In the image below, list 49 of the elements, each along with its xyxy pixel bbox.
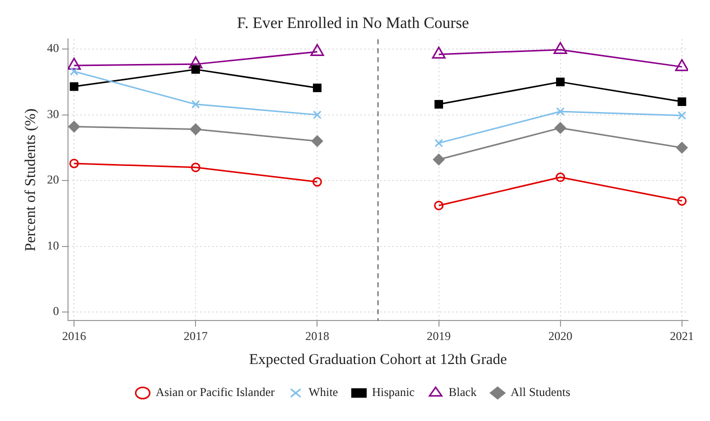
point [432, 46, 446, 59]
point [311, 135, 323, 147]
point [434, 100, 444, 109]
legend-label: All Students [510, 385, 571, 400]
x-tick-label: 2018 [305, 328, 330, 343]
x-tick-label: 2017 [184, 328, 208, 343]
x-tick-label: 2020 [548, 328, 572, 343]
point [188, 56, 202, 68]
point [191, 65, 200, 74]
legend-label: White [308, 385, 338, 400]
point [556, 172, 566, 182]
legend-label: Black [448, 385, 477, 400]
point [676, 142, 688, 154]
point [70, 67, 78, 76]
point [191, 100, 200, 109]
point [678, 97, 686, 106]
point [554, 122, 566, 134]
point [678, 111, 686, 120]
point [554, 42, 568, 54]
point [68, 58, 81, 70]
point [556, 78, 565, 86]
point [190, 124, 202, 136]
point [312, 177, 322, 187]
point [312, 84, 322, 92]
chart-title: F. Ever Enrolled in No Math Course [236, 14, 470, 32]
point [312, 110, 322, 120]
point [190, 162, 200, 172]
point [70, 82, 78, 91]
x-tick-label: 2016 [62, 328, 86, 343]
point [310, 44, 324, 56]
x-axis-title: Expected Graduation Cohort at 12th Grade [249, 352, 508, 368]
point [69, 158, 79, 168]
legend-label: Asian or Pacific Islander [156, 385, 275, 400]
point [434, 200, 444, 210]
legend-label: Hispanic [372, 385, 415, 400]
point [675, 59, 688, 72]
x-tick-label: 2019 [426, 328, 451, 343]
point [434, 138, 444, 148]
x-tick-label: 2021 [670, 328, 694, 343]
y-tick-label: 40 [47, 41, 59, 56]
point [433, 154, 445, 166]
point [556, 107, 565, 116]
y-axis-title: Percent of Students (%) [22, 108, 39, 252]
y-tick-label: 30 [47, 106, 59, 121]
point [677, 196, 687, 206]
point [68, 120, 80, 132]
y-tick-label: 10 [47, 238, 59, 252]
y-tick-label: 0 [53, 304, 59, 318]
y-tick-label: 20 [47, 172, 59, 187]
